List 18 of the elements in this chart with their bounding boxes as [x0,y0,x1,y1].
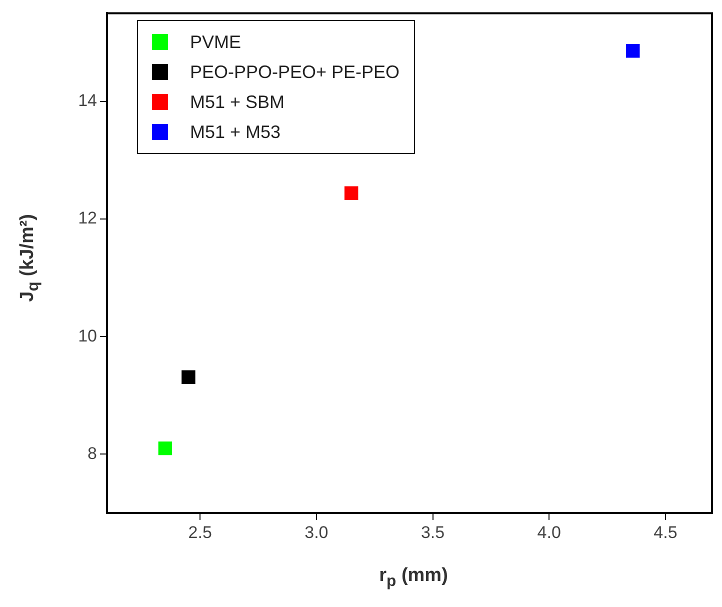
y-tick-label: 14 [78,91,97,110]
y-tick-label: 10 [78,326,97,346]
x-tick-label: 2.5 [188,522,212,542]
legend-label: PVME [190,32,242,52]
point [182,370,196,384]
x-tick-label: 4.5 [654,522,678,542]
point [344,186,358,200]
point [626,44,640,58]
legend-label: PEO-PPO-PEO+ PE-PEO [190,62,400,82]
x-tick-label: 3.0 [304,522,328,542]
y-tick-label: 8 [88,444,97,463]
legend-label: M51 + SBM [190,92,285,112]
y-tick-label: 12 [78,208,97,228]
x-axis-title: r$_{p}$ (mm) [378,565,449,591]
legend-label: M51 + M53 [190,122,281,142]
point [158,441,172,456]
x-tick-label: 4.0 [537,522,561,542]
x-tick-label: 3.5 [420,522,445,542]
